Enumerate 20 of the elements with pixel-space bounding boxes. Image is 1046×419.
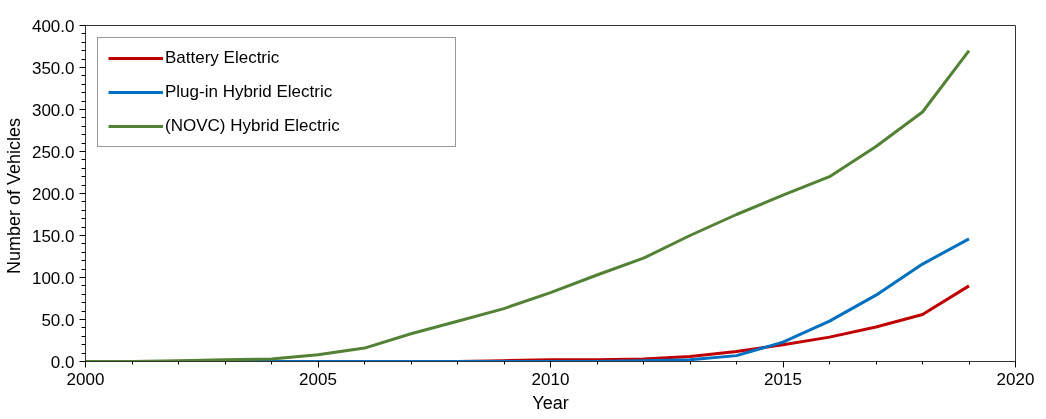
y-tick-label: 400.0	[31, 16, 75, 36]
y-tick-label: 300.0	[31, 100, 75, 120]
y-tick-label: 50.0	[41, 310, 75, 330]
y-tick-label: 200.0	[31, 184, 75, 204]
legend-label: Plug-in Hybrid Electric	[165, 82, 334, 102]
x-tick-label: 2010	[531, 369, 570, 389]
y-tick-label: 150.0	[31, 226, 75, 246]
y-tick-label: 250.0	[31, 142, 75, 162]
y-tick-label: 0.0	[50, 352, 75, 372]
x-tick-label: 2015	[764, 369, 802, 389]
legend-label: (NOVC) Hybrid Electric	[165, 116, 341, 136]
y-tick-label: 350.0	[31, 58, 75, 78]
x-axis-title: Year	[532, 392, 569, 413]
legend-label: Battery Electric	[165, 48, 281, 68]
x-tick-label: 2005	[299, 369, 337, 389]
line-series	[85, 49, 971, 362]
y-tick-label: 100.0	[31, 268, 75, 288]
x-tick-label: 2000	[66, 369, 105, 389]
x-tick-label: 2020	[996, 369, 1035, 389]
y-axis-title: Number of Vehicles	[3, 117, 24, 275]
